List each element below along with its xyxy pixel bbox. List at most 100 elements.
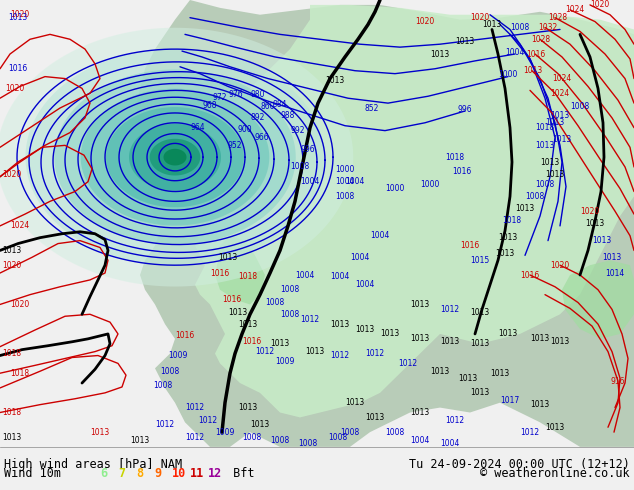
- Text: 852: 852: [365, 103, 379, 113]
- Text: 892: 892: [251, 113, 265, 122]
- Text: 1016: 1016: [521, 270, 540, 279]
- Text: 1013: 1013: [238, 403, 257, 412]
- Text: 1024: 1024: [550, 89, 569, 98]
- Text: 1018: 1018: [446, 153, 465, 162]
- Text: 976: 976: [229, 90, 243, 99]
- Text: 1004: 1004: [351, 253, 370, 262]
- Text: 1013: 1013: [131, 436, 150, 444]
- Text: 1008: 1008: [290, 163, 309, 172]
- Text: 1013: 1013: [441, 337, 460, 346]
- Text: 8: 8: [136, 467, 143, 480]
- Text: 1013: 1013: [458, 374, 477, 383]
- Text: 1013: 1013: [325, 76, 345, 85]
- Polygon shape: [164, 149, 186, 166]
- Text: 1013: 1013: [91, 428, 110, 437]
- Text: 1008: 1008: [510, 23, 529, 32]
- Text: 1016: 1016: [453, 168, 472, 176]
- Text: 1012: 1012: [398, 359, 418, 368]
- Text: 1013: 1013: [270, 339, 290, 348]
- Text: 972: 972: [213, 93, 227, 102]
- Text: 1013: 1013: [545, 118, 565, 127]
- Text: 980: 980: [251, 90, 265, 99]
- Text: 1032: 1032: [538, 23, 558, 32]
- Text: 1014: 1014: [605, 269, 624, 277]
- Text: 1004: 1004: [440, 440, 460, 448]
- Text: 1009: 1009: [168, 351, 188, 360]
- Text: 984: 984: [273, 99, 287, 109]
- Text: 1018: 1018: [502, 217, 522, 225]
- Text: High wind areas [hPa] NAM: High wind areas [hPa] NAM: [4, 458, 182, 471]
- Text: 1004: 1004: [355, 280, 375, 289]
- Text: 1000: 1000: [385, 184, 404, 193]
- Text: 1013: 1013: [490, 368, 510, 378]
- Text: 1004: 1004: [330, 272, 350, 281]
- Text: 1013: 1013: [550, 337, 569, 346]
- Text: 7: 7: [118, 467, 125, 480]
- Text: 1013: 1013: [365, 413, 385, 422]
- Text: 1020: 1020: [10, 10, 30, 19]
- Text: 1016: 1016: [8, 64, 28, 73]
- Text: 1009: 1009: [216, 428, 235, 437]
- Text: 1013: 1013: [218, 253, 238, 262]
- Text: 1013: 1013: [545, 423, 565, 432]
- Text: 1013: 1013: [306, 347, 325, 356]
- Text: 1024: 1024: [552, 74, 572, 83]
- Text: 1012: 1012: [198, 416, 217, 425]
- Text: 1013: 1013: [8, 13, 28, 22]
- Text: 1008: 1008: [270, 436, 290, 444]
- Text: 1013: 1013: [585, 220, 605, 228]
- Text: 1000: 1000: [498, 70, 518, 79]
- Text: 1012: 1012: [185, 403, 205, 412]
- Text: 1009: 1009: [275, 357, 295, 366]
- Text: 1016: 1016: [242, 337, 262, 346]
- Text: 1013: 1013: [602, 253, 621, 262]
- Text: 1004: 1004: [410, 436, 430, 444]
- Text: 1012: 1012: [446, 416, 465, 425]
- Text: 1016: 1016: [210, 269, 230, 277]
- Text: 1012: 1012: [521, 428, 540, 437]
- Text: 1016: 1016: [526, 49, 546, 58]
- Text: 1013: 1013: [3, 246, 22, 255]
- Text: 1008: 1008: [160, 367, 179, 376]
- Text: 1012: 1012: [330, 351, 349, 360]
- Text: 1018: 1018: [3, 349, 22, 358]
- Text: 1004: 1004: [301, 177, 320, 186]
- Text: 1013: 1013: [531, 400, 550, 409]
- Text: 1008: 1008: [280, 285, 300, 294]
- Text: 860: 860: [261, 101, 275, 111]
- Polygon shape: [215, 236, 265, 304]
- Text: 1013: 1013: [356, 324, 375, 334]
- Text: 1012: 1012: [155, 420, 174, 429]
- Text: 1020: 1020: [470, 13, 489, 22]
- Polygon shape: [55, 70, 295, 245]
- Text: © weatheronline.co.uk: © weatheronline.co.uk: [481, 467, 630, 480]
- Text: 1008: 1008: [535, 180, 555, 189]
- Text: 1016: 1016: [176, 331, 195, 341]
- Text: 1013: 1013: [550, 111, 569, 121]
- Text: 996: 996: [301, 145, 315, 154]
- Text: 1013: 1013: [545, 171, 565, 179]
- Text: 1016: 1016: [460, 241, 480, 250]
- Text: 988: 988: [281, 111, 295, 121]
- Text: 1020: 1020: [580, 207, 600, 216]
- Text: 1000: 1000: [335, 166, 354, 174]
- Text: 1013: 1013: [470, 308, 489, 317]
- Text: 1013: 1013: [346, 398, 365, 407]
- Text: 1020: 1020: [590, 0, 610, 9]
- Text: 1018: 1018: [3, 408, 22, 417]
- Text: 1008: 1008: [153, 381, 172, 390]
- Text: 1004: 1004: [505, 48, 525, 56]
- Text: 964: 964: [191, 123, 205, 132]
- Text: 1028: 1028: [548, 13, 567, 22]
- Text: 1013: 1013: [228, 308, 248, 317]
- Text: 966: 966: [255, 133, 269, 142]
- Text: Bft: Bft: [226, 467, 254, 480]
- Text: 1013: 1013: [524, 66, 543, 75]
- Text: 1020: 1020: [10, 300, 30, 309]
- Text: 11: 11: [190, 467, 204, 480]
- Polygon shape: [150, 139, 200, 175]
- Text: 900: 900: [238, 125, 252, 134]
- Text: Wind 10m: Wind 10m: [4, 467, 61, 480]
- Text: 1008: 1008: [266, 298, 285, 307]
- Text: 1012: 1012: [441, 305, 460, 314]
